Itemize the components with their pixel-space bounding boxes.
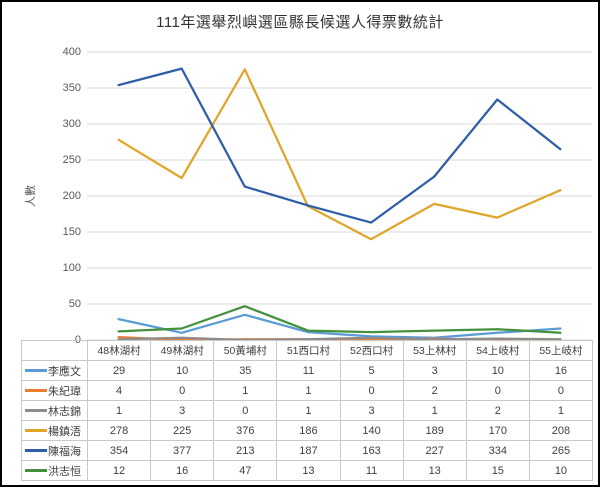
- vote-cell: 16: [150, 460, 215, 481]
- vote-cell: 15: [465, 460, 530, 481]
- vote-cell: 1: [213, 380, 278, 401]
- series-name: 李應文: [48, 365, 81, 378]
- vote-cell: 354: [86, 440, 152, 461]
- y-tick-label: 200: [62, 190, 81, 202]
- vote-cell: 1: [402, 400, 467, 421]
- series-name-cell: 陳福海: [21, 440, 88, 461]
- table-row: 林志錦 1 3 0 1 3 1 2 1: [21, 400, 594, 421]
- series-name: 朱紀瑋: [48, 385, 81, 398]
- y-tick-label: 100: [62, 262, 81, 274]
- chart-title: 111年選舉烈嶼選區縣長候選人得票數統計: [156, 14, 444, 31]
- vote-cell: 376: [213, 420, 278, 441]
- category-header-row: 48林湖村 49林湖村 50黃埔村 51西口村 52西口村 53上林村 54上岐村 55上岐村: [21, 340, 594, 361]
- series-line-陳福海: [117, 67, 562, 224]
- y-tick-label: 350: [62, 82, 81, 94]
- category-header: 55上岐村: [528, 340, 594, 361]
- y-tick-label: 250: [62, 154, 81, 166]
- y-tick-label: 400: [62, 46, 81, 58]
- vote-cell: 189: [402, 420, 467, 441]
- series-line-林志錦: [117, 336, 562, 342]
- vote-cell: 5: [339, 360, 404, 381]
- table-row: 李應文 29 10 35 11 5 3 10 16: [21, 360, 594, 381]
- vote-cell: 334: [465, 440, 530, 461]
- vote-cell: 11: [276, 360, 341, 381]
- table-row: 洪志恒 12 16 47 13 11 13 15 10: [21, 460, 594, 481]
- series-name: 林志錦: [48, 405, 81, 418]
- vote-cell: 16: [528, 360, 594, 381]
- vote-cell: 0: [339, 380, 404, 401]
- category-header: 54上岐村: [465, 340, 530, 361]
- table-row: 楊鎮浯 278 225 376 186 140 189 170 208: [21, 420, 594, 441]
- vote-cell: 2: [402, 380, 467, 401]
- series-name: 楊鎮浯: [48, 425, 81, 438]
- y-tick-label: 150: [62, 226, 81, 238]
- series-name-cell: 林志錦: [21, 400, 88, 421]
- vote-cell: 12: [86, 460, 152, 481]
- series-name-cell: 李應文: [21, 360, 88, 381]
- vote-cell: 0: [465, 380, 530, 401]
- legend-key-icon: [25, 429, 47, 432]
- vote-cell: 0: [150, 380, 215, 401]
- category-header: 48林湖村: [86, 340, 152, 361]
- series-name: 陳福海: [48, 445, 81, 458]
- legend-key-icon: [25, 449, 47, 452]
- legend-key-icon: [25, 369, 47, 372]
- vote-cell: 47: [213, 460, 278, 481]
- legend-key-icon: [25, 389, 47, 392]
- table-corner-cell: [21, 340, 88, 361]
- series-line-洪志恒: [117, 305, 562, 334]
- vote-cell: 11: [339, 460, 404, 481]
- vote-cell: 2: [465, 400, 530, 421]
- series-name-cell: 洪志恒: [21, 460, 88, 481]
- vote-cell: 170: [465, 420, 530, 441]
- category-header: 53上林村: [402, 340, 467, 361]
- vote-cell: 1: [528, 400, 594, 421]
- vote-cell: 13: [276, 460, 341, 481]
- vote-cell: 377: [150, 440, 215, 461]
- vote-cell: 10: [150, 360, 215, 381]
- category-header: 50黃埔村: [213, 340, 278, 361]
- series-name-cell: 楊鎮浯: [21, 420, 88, 441]
- vote-cell: 1: [276, 400, 341, 421]
- y-tick-label: 300: [62, 118, 81, 130]
- table-row: 陳福海 354 377 213 187 163 227 334 265: [21, 440, 594, 461]
- vote-cell: 187: [276, 440, 341, 461]
- vote-cell: 225: [150, 420, 215, 441]
- series-name: 洪志恒: [48, 465, 81, 478]
- category-header: 51西口村: [276, 340, 341, 361]
- vote-cell: 265: [528, 440, 594, 461]
- vote-cell: 3: [402, 360, 467, 381]
- y-tick-label: 50: [68, 298, 81, 310]
- vote-cell: 163: [339, 440, 404, 461]
- series-name-cell: 朱紀瑋: [21, 380, 88, 401]
- category-header: 49林湖村: [150, 340, 215, 361]
- vote-cell: 4: [86, 380, 152, 401]
- vote-cell: 0: [213, 400, 278, 421]
- vote-cell: 213: [213, 440, 278, 461]
- vote-cell: 13: [402, 460, 467, 481]
- chart-data-table: 48林湖村 49林湖村 50黃埔村 51西口村 52西口村 53上林村 54上岐村 55上岐村…: [21, 340, 594, 481]
- vote-cell: 140: [339, 420, 404, 441]
- vote-cell: 186: [276, 420, 341, 441]
- vote-cell: 227: [402, 440, 467, 461]
- vote-cell: 3: [150, 400, 215, 421]
- series-line-李應文: [117, 313, 562, 339]
- vote-cell: 1: [276, 380, 341, 401]
- vote-cell: 208: [528, 420, 594, 441]
- vote-cell: 29: [86, 360, 152, 381]
- vote-cell: 35: [213, 360, 278, 381]
- vote-cell: 10: [465, 360, 530, 381]
- category-header: 52西口村: [339, 340, 404, 361]
- vote-cell: 10: [528, 460, 594, 481]
- vote-cell: 1: [86, 400, 152, 421]
- legend-key-icon: [25, 469, 47, 472]
- vote-cell: 278: [86, 420, 152, 441]
- vote-cell: 0: [528, 380, 594, 401]
- series-line-楊鎮浯: [117, 68, 562, 241]
- legend-key-icon: [25, 409, 47, 412]
- table-row: 朱紀瑋 4 0 1 1 0 2 0 0: [21, 380, 594, 401]
- vote-cell: 3: [339, 400, 404, 421]
